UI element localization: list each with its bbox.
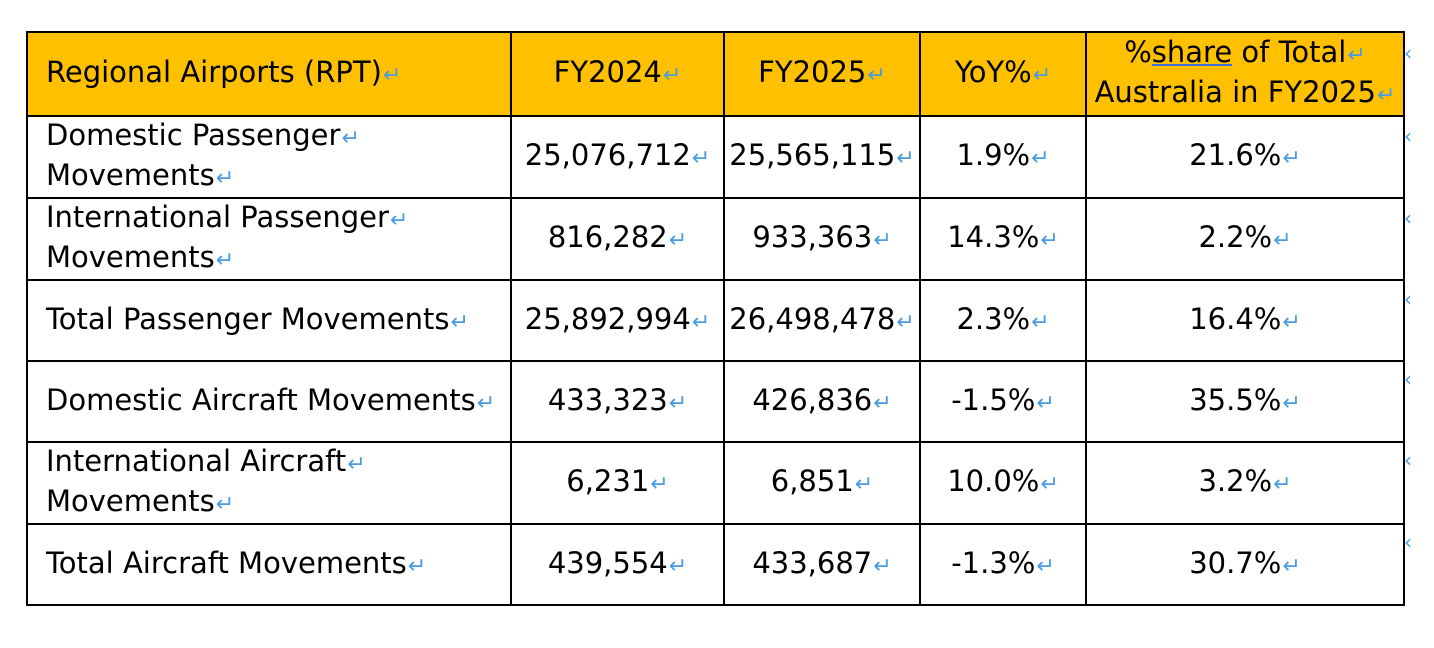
paragraph-mark-icon: ↵ <box>1282 553 1301 579</box>
cell-fy2024[interactable]: 25,076,712↵ <box>510 115 725 199</box>
row-label-cell[interactable]: Total Aircraft Movements↵ <box>26 523 512 606</box>
table-row: International Aircraft↵ Movements↵ 6,231↵ 6… <box>26 441 1405 525</box>
end-of-row-marker-icon: ‹ <box>1404 124 1412 148</box>
cell-fy2025[interactable]: 6,851↵ <box>723 441 921 525</box>
paragraph-mark-icon: ↵ <box>896 309 915 335</box>
cell-share[interactable]: 21.6%↵ <box>1085 115 1405 199</box>
header-regional-airports[interactable]: Regional Airports (RPT)↵ <box>26 31 512 117</box>
header-row: Regional Airports (RPT)↵ FY2024↵ FY2025↵… <box>26 31 1405 117</box>
end-of-row-marker-icon: ‹ <box>1404 287 1412 311</box>
paragraph-mark-icon: ↵ <box>873 228 892 253</box>
paragraph-mark-icon: ↵ <box>1282 390 1301 416</box>
paragraph-mark-icon: ↵ <box>1031 146 1050 171</box>
end-of-row-marker-icon: ‹ <box>1404 367 1412 391</box>
paragraph-mark-icon: ↵ <box>215 248 235 273</box>
paragraph-mark-icon: ↵ <box>896 146 915 171</box>
paragraph-mark-icon: ↵ <box>1036 390 1055 416</box>
end-of-row-marker-icon: ‹ <box>1404 41 1412 65</box>
regional-airports-table: Regional Airports (RPT)↵ FY2024↵ FY2025↵… <box>26 31 1405 606</box>
end-of-row-marker-icon: ‹ <box>1404 206 1412 230</box>
row-label-cell[interactable]: Domestic Aircraft Movements↵ <box>26 360 512 443</box>
paragraph-mark-icon: ↵ <box>867 63 886 88</box>
cell-fy2024[interactable]: 25,892,994↵ <box>510 279 725 362</box>
paragraph-mark-icon: ↵ <box>1040 228 1059 253</box>
paragraph-mark-icon: ↵ <box>347 452 366 477</box>
paragraph-mark-icon: ↵ <box>668 553 688 579</box>
cell-fy2024[interactable]: 439,554↵ <box>510 523 725 606</box>
cell-share[interactable]: 35.5%↵ <box>1085 360 1405 443</box>
cell-yoy[interactable]: 1.9%↵ <box>919 115 1087 199</box>
table-body: Domestic Passenger↵ Movements↵ 25,076,712↵… <box>26 115 1405 606</box>
paragraph-mark-icon: ↵ <box>691 146 711 171</box>
paragraph-mark-icon: ↵ <box>1376 83 1396 108</box>
paragraph-mark-icon: ↵ <box>650 472 669 497</box>
table-row: Domestic Aircraft Movements↵ 433,323↵ 426,… <box>26 360 1405 443</box>
paragraph-mark-icon: ↵ <box>407 553 427 579</box>
paragraph-mark-icon: ↵ <box>476 390 496 416</box>
cell-fy2025[interactable]: 433,687↵ <box>723 523 921 606</box>
cell-fy2025[interactable]: 26,498,478↵ <box>723 279 921 362</box>
table-row: Domestic Passenger↵ Movements↵ 25,076,712↵… <box>26 115 1405 199</box>
paragraph-mark-icon: ↵ <box>1282 309 1301 335</box>
paragraph-mark-icon: ↵ <box>668 228 688 253</box>
paragraph-mark-icon: ↵ <box>1032 63 1052 88</box>
paragraph-mark-icon: ↵ <box>1347 43 1366 68</box>
paragraph-mark-icon: ↵ <box>1282 146 1301 171</box>
header-fy2025[interactable]: FY2025↵ <box>723 31 921 117</box>
paragraph-mark-icon: ↵ <box>341 126 360 151</box>
cell-yoy[interactable]: -1.5%↵ <box>919 360 1087 443</box>
cell-share[interactable]: 2.2%↵ <box>1085 197 1405 281</box>
cell-share[interactable]: 3.2%↵ <box>1085 441 1405 525</box>
end-of-row-marker-icon: ‹ <box>1404 530 1412 554</box>
table-row: Total Passenger Movements↵ 25,892,994↵ 26,… <box>26 279 1405 362</box>
table-row: Total Aircraft Movements↵ 439,554↵ 433,687… <box>26 523 1405 606</box>
end-of-row-marker-icon: ‹ <box>1404 448 1412 472</box>
paragraph-mark-icon: ↵ <box>662 63 682 88</box>
row-label-cell[interactable]: International Aircraft↵ Movements↵ <box>26 441 512 525</box>
paragraph-mark-icon: ↵ <box>382 63 402 88</box>
cell-yoy[interactable]: -1.3%↵ <box>919 523 1087 606</box>
row-label-cell[interactable]: Domestic Passenger↵ Movements↵ <box>26 115 512 199</box>
paragraph-mark-icon: ↵ <box>668 390 688 416</box>
cell-fy2024[interactable]: 6,231↵ <box>510 441 725 525</box>
paragraph-mark-icon: ↵ <box>1036 553 1055 579</box>
paragraph-mark-icon: ↵ <box>389 208 409 233</box>
table-row: International Passenger↵ Movements↵ 816,28… <box>26 197 1405 281</box>
paragraph-mark-icon: ↵ <box>873 553 892 579</box>
row-label-cell[interactable]: Total Passenger Movements↵ <box>26 279 512 362</box>
cell-share[interactable]: 16.4%↵ <box>1085 279 1405 362</box>
paragraph-mark-icon: ↵ <box>1273 472 1292 497</box>
header-share-of-total[interactable]: %share of Total↵ Australia in FY2025↵ <box>1085 31 1405 117</box>
header-yoy[interactable]: YoY%↵ <box>919 31 1087 117</box>
cell-fy2025[interactable]: 426,836↵ <box>723 360 921 443</box>
cell-fy2025[interactable]: 933,363↵ <box>723 197 921 281</box>
paragraph-mark-icon: ↵ <box>1273 228 1292 253</box>
cell-fy2025[interactable]: 25,565,115↵ <box>723 115 921 199</box>
header-fy2024[interactable]: FY2024↵ <box>510 31 725 117</box>
paragraph-mark-icon: ↵ <box>1040 472 1059 497</box>
paragraph-mark-icon: ↵ <box>854 472 874 497</box>
paragraph-mark-icon: ↵ <box>691 309 711 335</box>
cell-share[interactable]: 30.7%↵ <box>1085 523 1405 606</box>
cell-fy2024[interactable]: 816,282↵ <box>510 197 725 281</box>
cell-yoy[interactable]: 10.0%↵ <box>919 441 1087 525</box>
paragraph-mark-icon: ↵ <box>873 390 892 416</box>
row-label-cell[interactable]: International Passenger↵ Movements↵ <box>26 197 512 281</box>
paragraph-mark-icon: ↵ <box>215 166 235 191</box>
cell-fy2024[interactable]: 433,323↵ <box>510 360 725 443</box>
cell-yoy[interactable]: 2.3%↵ <box>919 279 1087 362</box>
paragraph-mark-icon: ↵ <box>1031 309 1050 335</box>
paragraph-mark-icon: ↵ <box>215 492 235 517</box>
paragraph-mark-icon: ↵ <box>450 309 469 335</box>
cell-yoy[interactable]: 14.3%↵ <box>919 197 1087 281</box>
